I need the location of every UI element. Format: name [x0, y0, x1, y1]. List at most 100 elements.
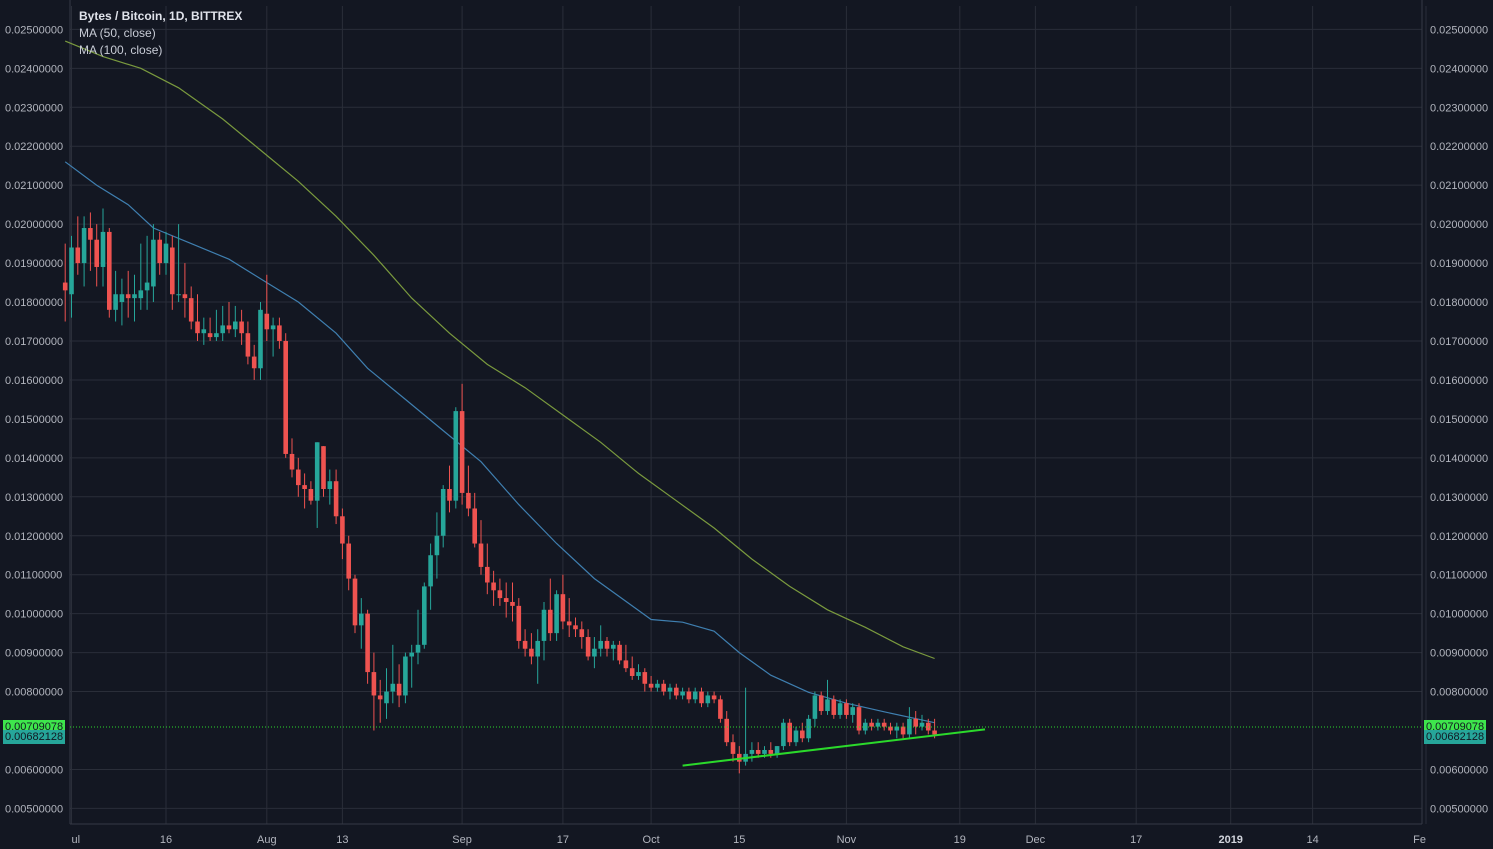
candle-body [648, 683, 654, 688]
y-tick-label-right: 0.01800000 [1430, 297, 1488, 309]
candle-body [233, 321, 238, 330]
y-tick-label-left: 0.01200000 [5, 531, 63, 543]
candle-body [245, 333, 251, 357]
candle-body [774, 746, 780, 754]
candle-body [314, 442, 320, 501]
x-tick-label: ul [72, 834, 81, 846]
candle-body [636, 672, 641, 676]
candle-body [541, 609, 547, 641]
trend-line [682, 728, 986, 767]
candle-body [705, 695, 711, 704]
candle-body [415, 644, 421, 653]
y-tick-label-right: 0.01600000 [1430, 375, 1488, 387]
candle-body [510, 601, 515, 606]
candle-body [724, 718, 729, 743]
candle-body [346, 543, 351, 579]
y-tick-label-left: 0.02400000 [5, 63, 63, 75]
candle-body [604, 640, 610, 649]
candle-body [453, 411, 459, 501]
candle-body [856, 707, 862, 731]
candle-body [755, 749, 761, 754]
ma100-line [64, 40, 935, 660]
x-tick-label: 16 [160, 834, 172, 846]
candle-body [396, 683, 402, 696]
candle-body [258, 309, 263, 369]
y-tick-label-left: 0.01700000 [5, 336, 63, 348]
candle-body [308, 489, 314, 501]
candle-body [270, 325, 276, 330]
candle-body [762, 749, 767, 754]
candle-body [384, 691, 389, 704]
y-tick-label-left: 0.01100000 [5, 570, 62, 582]
candle-body [113, 294, 118, 310]
candle-body [907, 718, 912, 735]
candle-body [560, 594, 566, 622]
candle-body [579, 629, 585, 638]
candle-body [239, 321, 244, 334]
axes: 0.02500000 0.02500000 0.02400000 0.02400000… [5, 0, 1488, 846]
y-tick-label-left: 0.02300000 [5, 102, 63, 114]
legend-ma100[interactable]: MA (100, close) [79, 43, 163, 57]
y-tick-label-right: 0.02500000 [1430, 24, 1488, 36]
candle-body [125, 294, 131, 299]
x-tick-label: Aug [257, 834, 277, 846]
y-tick-label-left: 0.00900000 [5, 648, 63, 660]
candle-body [566, 621, 572, 626]
candle-body [302, 485, 307, 490]
candle-body [781, 722, 786, 747]
candle-body [371, 672, 377, 696]
y-tick-label-left: 0.01000000 [5, 609, 63, 621]
y-tick-label-right: 0.02200000 [1430, 141, 1488, 153]
candle-body [623, 660, 629, 669]
y-tick-label-left: 0.00500000 [5, 803, 63, 815]
candle-body [674, 687, 679, 696]
candle-body [447, 489, 452, 501]
candle-body [800, 730, 805, 739]
candle-body [403, 656, 408, 696]
candle-body [548, 609, 553, 634]
candle-body [264, 313, 270, 330]
y-tick-label-left: 0.02100000 [5, 180, 63, 192]
candle-body [888, 726, 893, 731]
y-tick-label-left: 0.02500000 [5, 24, 63, 36]
y-tick-label-right: 0.00900000 [1430, 648, 1488, 660]
candle-body [390, 683, 396, 692]
candle-body [881, 722, 887, 727]
candle-body [585, 637, 591, 657]
y-tick-label-right: 0.01200000 [1430, 531, 1488, 543]
candle-body [459, 411, 465, 493]
candle-body [686, 691, 692, 700]
candle-body [182, 294, 188, 299]
candles [62, 208, 937, 774]
x-tick-label: Fe [1413, 834, 1426, 846]
grid [70, 6, 1427, 824]
candle-body [352, 578, 358, 626]
chart-title[interactable]: Bytes / Bitcoin, 1D, BITTREX [79, 9, 243, 23]
legend-ma50[interactable]: MA (50, close) [79, 26, 156, 40]
moving-averages [64, 40, 935, 724]
candle-body [875, 722, 881, 727]
candle-body [806, 718, 811, 739]
candle-body [629, 668, 635, 676]
x-tick-label: Oct [643, 834, 660, 846]
candle-body [680, 691, 685, 696]
candle-body [365, 613, 370, 673]
candle-body [522, 640, 528, 649]
candle-body [81, 228, 87, 264]
candle-body [554, 594, 559, 634]
candle-body [900, 726, 906, 735]
x-tick-label: Dec [1026, 834, 1046, 846]
y-tick-label-left: 0.01300000 [5, 492, 63, 504]
candle-body [749, 749, 755, 754]
candle-body [818, 695, 824, 712]
y-tick-label-left: 0.02200000 [5, 141, 63, 153]
candle-body [793, 730, 799, 743]
candle-body [170, 247, 175, 295]
candle-body [516, 605, 522, 641]
candle-body [144, 282, 150, 291]
y-tick-label-right: 0.02300000 [1430, 102, 1488, 114]
candle-body [409, 652, 414, 657]
candle-body [667, 687, 673, 692]
x-tick-label: 17 [1130, 834, 1142, 846]
